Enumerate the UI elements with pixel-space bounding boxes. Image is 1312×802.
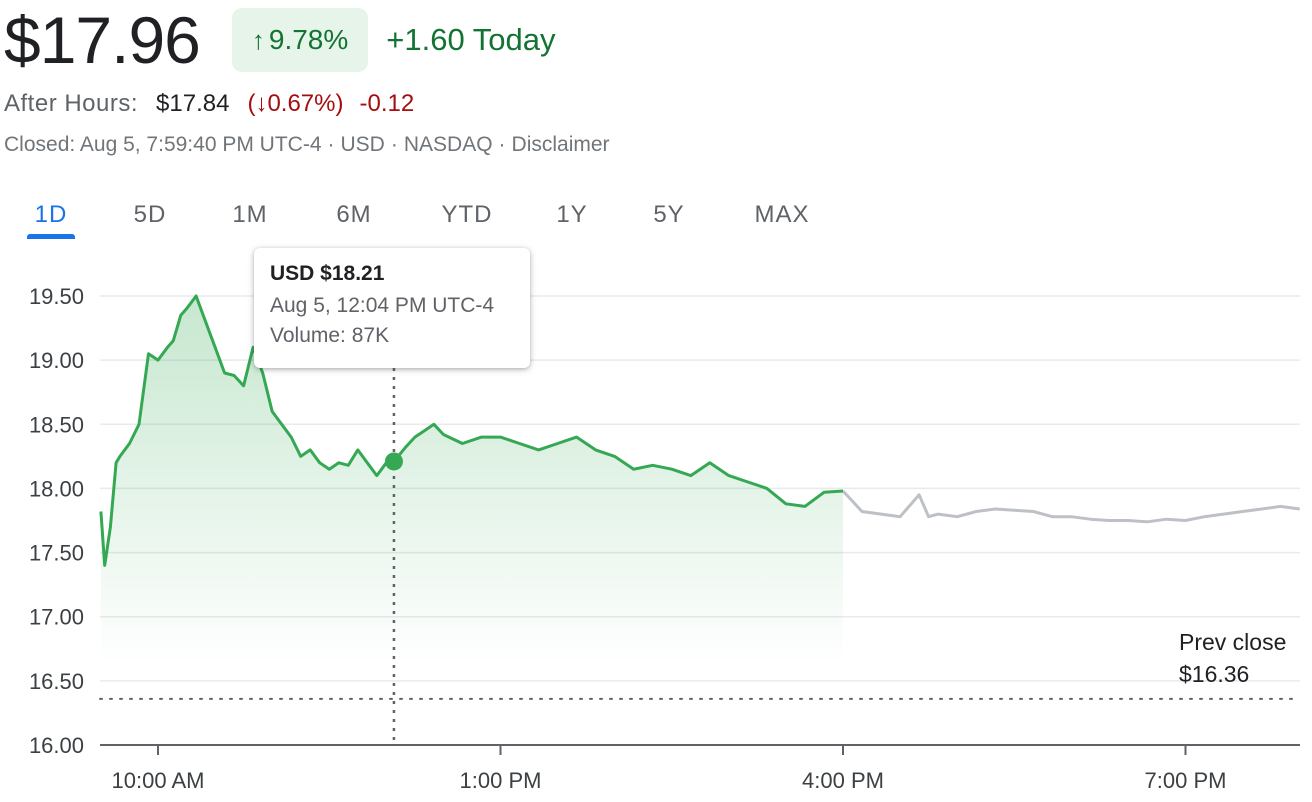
meta-separator: · [498, 133, 506, 156]
x-tick-label: 10:00 AM [112, 768, 205, 793]
change-today: +1.60 Today [386, 22, 556, 57]
after-hours-label: After Hours: [4, 90, 139, 117]
disclaimer-link[interactable]: Disclaimer [511, 133, 610, 156]
y-tick-label: 16.00 [29, 733, 84, 758]
x-tick-label: 1:00 PM [460, 768, 542, 793]
price-tooltip: USD $18.21 Aug 5, 12:04 PM UTC-4 Volume:… [254, 248, 530, 368]
arrow-up-icon: ↑ [251, 24, 265, 55]
after-hours-price: $17.84 [156, 90, 230, 117]
tab-5d[interactable]: 5D [133, 201, 167, 228]
change-percent-badge: ↑ 9.78% [231, 8, 369, 72]
tab-6m[interactable]: 6M [336, 201, 372, 228]
active-tab-indicator [27, 234, 75, 239]
tab-1y[interactable]: 1Y [556, 201, 588, 228]
tab-1m[interactable]: 1M [232, 201, 268, 228]
y-tick-label: 18.50 [29, 412, 84, 437]
exchange: NASDAQ [403, 133, 493, 156]
tooltip-price: USD $18.21 [270, 262, 385, 285]
price-chart[interactable]: 19.50 19.00 18.50 18.00 17.50 17.00 16.50 16.00… [0, 240, 1312, 802]
range-tabs: 1D 5D 1M 6M YTD 1Y 5Y MAX [0, 190, 860, 242]
price-header: $17.96 ↑ 9.78% +1.60 Today [4, 0, 556, 80]
after-hours-price-line [841, 489, 1300, 524]
regular-price-line [99, 294, 844, 567]
currency: USD [340, 133, 385, 156]
y-tick-label: 18.00 [29, 476, 84, 501]
tab-ytd[interactable]: YTD [441, 201, 493, 228]
x-tick-label: 7:00 PM [1145, 768, 1227, 793]
y-tick-label: 19.50 [29, 284, 84, 309]
after-hours-row: After Hours: $17.84 (↓0.67%) -0.12 [4, 86, 414, 122]
after-hours-change: -0.12 [359, 90, 415, 117]
y-tick-label: 16.50 [29, 669, 84, 694]
y-tick-label: 19.00 [29, 348, 84, 373]
tooltip-volume: Volume: 87K [270, 324, 390, 347]
prev-close-value: $16.36 [1179, 661, 1249, 687]
hover-point [384, 452, 403, 471]
tab-1d[interactable]: 1D [34, 201, 68, 228]
prev-close-label: Prev close [1179, 629, 1286, 655]
tab-max[interactable]: MAX [754, 201, 810, 228]
tooltip-time: Aug 5, 12:04 PM UTC-4 [270, 294, 495, 317]
meta-separator: · [390, 133, 398, 156]
closed-time: Closed: Aug 5, 7:59:40 PM UTC-4 [4, 133, 322, 156]
quote-meta: Closed: Aug 5, 7:59:40 PM UTC-4 · USD · … [4, 130, 610, 160]
y-tick-label: 17.00 [29, 605, 84, 630]
after-hours-percent: (↓0.67%) [247, 90, 344, 117]
current-price: $17.96 [4, 3, 201, 77]
change-percent: 9.78% [268, 24, 349, 55]
meta-separator: · [327, 133, 335, 156]
x-tick-label: 4:00 PM [802, 768, 884, 793]
price-area-fill [100, 296, 843, 665]
y-tick-label: 17.50 [29, 541, 84, 566]
tab-5y[interactable]: 5Y [653, 201, 685, 228]
